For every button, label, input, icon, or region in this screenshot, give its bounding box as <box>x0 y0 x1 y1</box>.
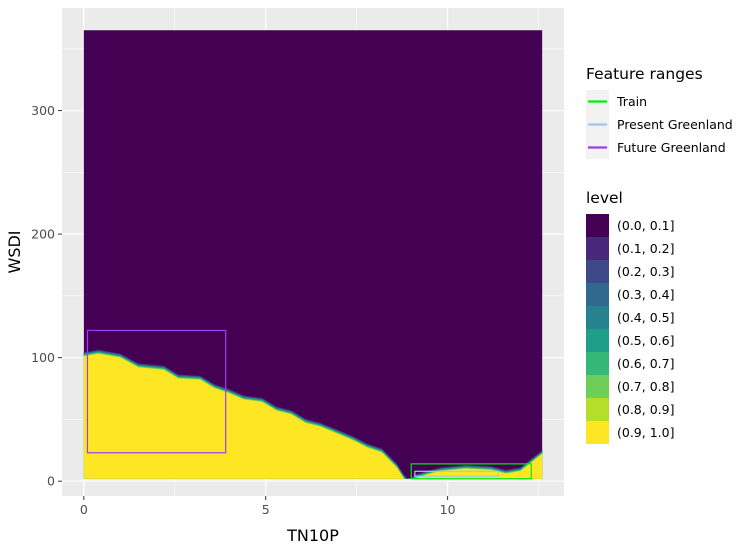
y-axis: 0 100 200 300 <box>31 103 62 489</box>
legend-level-swatch <box>586 352 609 375</box>
legend-level-label: (0.8, 0.9] <box>617 402 674 417</box>
x-tick-label: 10 <box>440 502 456 517</box>
legend-level-swatch <box>586 375 609 398</box>
x-axis-label: TN10P <box>286 526 339 545</box>
feature-range-box <box>410 463 532 480</box>
contour-level-region <box>83 353 404 479</box>
legend-feature-label: Future Greenland <box>617 140 726 155</box>
legend-level-label: (0.9, 1.0] <box>617 425 674 440</box>
x-tick-label: 5 <box>262 502 270 517</box>
legend-level-label: (0.2, 0.3] <box>617 264 674 279</box>
contour-level-region <box>414 454 543 479</box>
x-axis: 0 5 10 <box>80 496 456 517</box>
legend-level-label: (0.4, 0.5] <box>617 310 674 325</box>
legend-levels-title: level <box>586 189 623 207</box>
legend-level-swatch <box>586 237 609 260</box>
feature-range-boxes <box>86 329 532 480</box>
legend-level-swatch <box>586 306 609 329</box>
feature-range-box <box>414 470 500 477</box>
legend-level-swatch <box>586 260 609 283</box>
legend-level-label: (0.6, 0.7] <box>617 356 674 371</box>
legend-feature-label: Train <box>616 94 647 109</box>
legend-level-swatch <box>586 214 609 237</box>
legend-level-label: (0.3, 0.4] <box>617 287 674 302</box>
y-tick-label: 200 <box>31 227 55 242</box>
legend-level-label: (0.7, 0.8] <box>617 379 674 394</box>
x-tick-label: 0 <box>80 502 88 517</box>
legend-feature-ranges-title: Feature ranges <box>586 65 703 83</box>
contour-fills <box>83 30 543 479</box>
legend-level-swatch <box>586 283 609 306</box>
legend-levels: level (0.0, 0.1] (0.1, 0.2] (0.2, 0.3] (0.3… <box>586 189 674 444</box>
y-tick-label: 300 <box>31 103 55 118</box>
feature-range-box <box>86 329 227 454</box>
legend-level-swatch <box>586 398 609 421</box>
y-axis-label: WSDI <box>5 230 24 273</box>
legend-level-swatch <box>586 421 609 444</box>
y-tick-label: 0 <box>47 474 55 489</box>
y-tick-label: 100 <box>31 350 55 365</box>
legend-level-label: (0.1, 0.2] <box>617 241 674 256</box>
legend-feature-label: Present Greenland <box>617 117 733 132</box>
legend-level-label: (0.0, 0.1] <box>617 218 674 233</box>
legend-level-swatch <box>586 329 609 352</box>
legend-level-label: (0.5, 0.6] <box>617 333 674 348</box>
legend-feature-ranges: Feature ranges Train Present Greenland Fut… <box>586 65 733 159</box>
